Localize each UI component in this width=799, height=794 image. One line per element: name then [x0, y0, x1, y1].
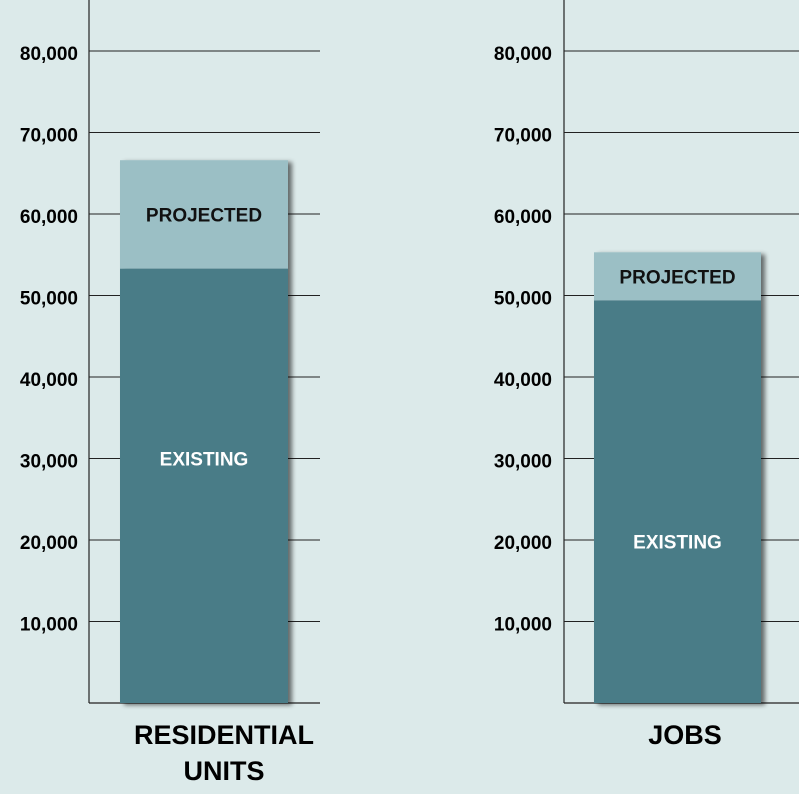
y-tick-label: 40,000 [494, 370, 552, 391]
bar-segment-existing [594, 300, 761, 703]
x-label-line: UNITS [183, 756, 265, 786]
segment-label-projected: PROJECTED [619, 267, 735, 288]
y-tick-label: 60,000 [494, 207, 552, 228]
y-tick-label: 20,000 [494, 533, 552, 554]
segment-label-projected: PROJECTED [146, 205, 262, 226]
x-label-residential-units: RESIDENTIAL UNITS [104, 717, 344, 789]
y-tick-label: 10,000 [20, 615, 78, 636]
y-tick-label: 30,000 [20, 452, 78, 473]
segment-label-existing: EXISTING [633, 533, 722, 554]
y-tick-label: 50,000 [20, 289, 78, 310]
y-tick-label: 80,000 [20, 44, 78, 65]
y-tick-label: 10,000 [494, 615, 552, 636]
bar-residential-units [120, 160, 288, 703]
y-tick-label: 70,000 [20, 126, 78, 147]
x-label-line: RESIDENTIAL [133, 720, 314, 750]
segment-label-existing: EXISTING [160, 450, 249, 471]
y-tick-label: 60,000 [20, 207, 78, 228]
y-tick-label: 40,000 [20, 370, 78, 391]
y-tick-label: 50,000 [494, 289, 552, 310]
bar-segment-projected [594, 252, 761, 301]
y-tick-label: 20,000 [20, 533, 78, 554]
bar-segment-existing [120, 268, 288, 703]
bar-segment-projected [120, 160, 288, 269]
y-tick-label: 30,000 [494, 452, 552, 473]
y-tick-label: 70,000 [494, 126, 552, 147]
x-label-line: JOBS [648, 720, 722, 750]
x-label-jobs: JOBS [575, 717, 795, 753]
y-tick-label: 80,000 [494, 44, 552, 65]
bar-jobs [594, 252, 761, 703]
